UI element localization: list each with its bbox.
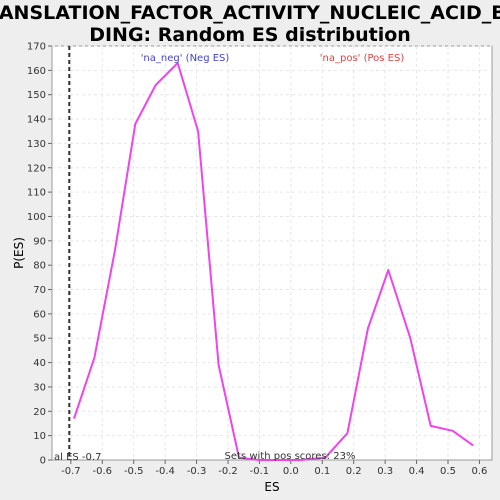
y-tick-label: 120 [27, 163, 46, 174]
x-tick-label: -0.5 [124, 466, 144, 477]
axis-layer: 0 10 20 30 40 50 60 70 80 90 100 110 120 130 140 150 160… [27, 42, 487, 478]
y-tick-label: 140 [27, 115, 46, 126]
x-tick-label: 0.3 [377, 466, 393, 477]
y-tick-label: 160 [27, 66, 46, 77]
x-tick-label: 0.6 [471, 466, 487, 477]
y-tick-label: 170 [27, 42, 46, 53]
x-tick-label: 0.2 [346, 466, 362, 477]
x-tick-label: 0.4 [409, 466, 425, 477]
y-tick-label: 80 [33, 261, 46, 272]
es-distribution-line [73, 62, 474, 461]
chart-title-line-1: TRANSLATION_FACTOR_ACTIVITY_NUCLEIC_ACID… [0, 2, 500, 24]
x-tick-label: -0.7 [61, 466, 81, 477]
x-tick-label: -0.1 [250, 466, 270, 477]
pos-es-annotation: 'na_pos' (Pos ES) [320, 53, 405, 64]
y-tick-label: 150 [27, 90, 46, 101]
x-tick-label: 0.5 [440, 466, 456, 477]
y-tick-label: 50 [33, 334, 46, 345]
y-tick-label: 60 [33, 309, 46, 320]
x-tick-label: -0.3 [187, 466, 207, 477]
y-tick-label: 100 [27, 212, 46, 223]
y-tick-label: 40 [33, 358, 46, 369]
y-tick-label: 110 [27, 188, 46, 199]
grid-layer [52, 45, 492, 460]
y-tick-label: 20 [33, 407, 46, 418]
x-tick-label: -0.6 [93, 466, 113, 477]
y-tick-label: 70 [33, 285, 46, 296]
y-tick-label: 130 [27, 139, 46, 150]
chart-title-line-2: DING: Random ES distribution [89, 24, 411, 46]
y-tick-label: 30 [33, 382, 46, 393]
actual-es-annotation: al ES -0.7 [54, 452, 101, 463]
neg-es-annotation: 'na_neg' (Neg ES) [141, 53, 230, 64]
x-axis-label: ES [264, 480, 279, 494]
pos-score-annotation: Sets with pos scores: 23% [225, 451, 356, 462]
y-tick-label: 90 [33, 236, 46, 247]
plot-area [51, 45, 493, 461]
y-tick-label: 10 [33, 431, 46, 442]
x-tick-label: -0.4 [155, 466, 175, 477]
series-layer [68, 46, 474, 461]
y-tick-label: 0 [40, 456, 46, 467]
y-axis-label: P(ES) [12, 237, 26, 269]
x-tick-label: 0.0 [283, 466, 299, 477]
x-tick-label: -0.2 [218, 466, 238, 477]
x-tick-label: 0.1 [314, 466, 330, 477]
